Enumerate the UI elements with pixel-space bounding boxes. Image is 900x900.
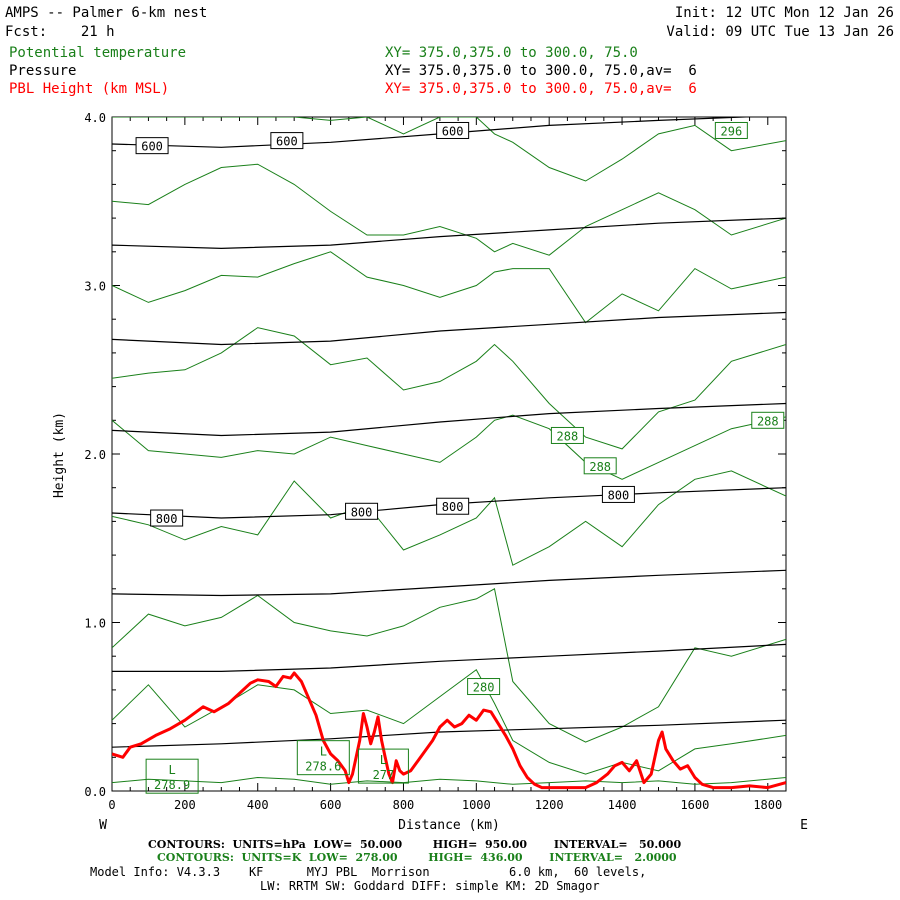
axes: 0 200 400 600 800 1000 1200 1400 1600 1800 0.0 1.0 2… <box>84 111 787 812</box>
pbl-height-series <box>112 671 786 790</box>
xy-pressure: XY= 375.0,375.0 to 300.0, 75.0,av= 6 <box>385 63 697 79</box>
theta-contour-line <box>112 470 786 566</box>
init-time: Init: 12 UTC Mon 12 Jan 26 <box>674 5 894 21</box>
pressure-contour-label: 800 <box>608 488 630 502</box>
pressure-contour-line <box>112 217 786 250</box>
pressure-contour-label: 600 <box>276 135 298 149</box>
x-tick-label: 1200 <box>535 798 564 812</box>
pbl-height-line <box>112 671 786 790</box>
x-tick-label: 600 <box>320 798 342 812</box>
west-label: W <box>99 818 107 833</box>
y-tick-label: 3.0 <box>84 280 106 294</box>
xy-theta: XY= 375.0,375.0 to 300.0, 75.0 <box>385 45 638 61</box>
theta-contour-label-box <box>714 121 748 139</box>
x-tick-label: 1800 <box>753 798 782 812</box>
pressure-contour-label-box <box>436 497 470 515</box>
theta-contour-label-box <box>583 457 617 475</box>
x-tick-label: 400 <box>247 798 269 812</box>
theta-contour-line <box>112 588 786 743</box>
east-label: E <box>800 818 808 833</box>
x-tick-label: 1000 <box>462 798 491 812</box>
forecast-hour: Fcst: 21 h <box>5 24 115 40</box>
y-tick-label: 4.0 <box>84 111 106 125</box>
theta-contour-line <box>112 117 786 182</box>
theta-contour-line <box>112 414 786 480</box>
footer-physics: LW: RRTM SW: Goddard DIFF: simple KM: 2D… <box>260 879 600 893</box>
low-marker-box <box>145 758 199 794</box>
field-theta-label: Potential temperature <box>9 45 187 61</box>
pressure-contours <box>112 117 786 748</box>
pressure-contour-line <box>112 643 786 672</box>
theta-contour-label-box <box>550 426 584 444</box>
pressure-contour-line <box>112 719 786 748</box>
x-tick-label: 1400 <box>608 798 637 812</box>
theta-contour-label-box <box>467 678 501 696</box>
footer-theta-contours: CONTOURS: UNITS=K LOW= 278.00 HIGH= 436.… <box>157 851 677 864</box>
theta-contour-label: 288 <box>557 429 579 443</box>
y-tick-label: 0.0 <box>84 785 106 799</box>
footer-model-info: Model Info: V4.3.3 KF MYJ PBL Morrison 6… <box>90 865 647 879</box>
theta-contour-line <box>112 776 786 785</box>
pressure-contour-label: 800 <box>156 512 178 526</box>
pressure-contour-line <box>112 311 786 346</box>
x-tick-label: 800 <box>393 798 415 812</box>
theta-contour-line <box>112 327 786 450</box>
low-marker-letter: L <box>168 763 175 777</box>
pressure-contour-label-box <box>270 132 304 150</box>
x-tick-label: 1600 <box>680 798 709 812</box>
pressure-contour-label: 800 <box>442 500 464 514</box>
low-marker-box <box>357 748 409 784</box>
x-tick-label: 0 <box>108 798 115 812</box>
theta-contour-line <box>112 251 786 324</box>
pressure-contour-label-box <box>150 509 184 527</box>
low-marker-value: 278.9 <box>154 778 190 792</box>
y-tick-label: 2.0 <box>84 448 106 462</box>
x-axis-label: Distance (km) <box>398 818 500 833</box>
theta-contour-label: 288 <box>589 460 611 474</box>
pressure-contour-label-box <box>345 502 379 520</box>
theta-contours <box>112 117 786 785</box>
theta-contour-label: 288 <box>757 414 779 428</box>
theta-contour-line <box>112 163 786 256</box>
theta-contour-label-box <box>751 411 785 429</box>
low-marker-letter: L <box>320 745 327 759</box>
pressure-contour-label-box <box>601 485 635 503</box>
pressure-contour-line <box>112 569 786 597</box>
low-marker-letter: L <box>380 753 387 767</box>
x-tick-label: 200 <box>174 798 196 812</box>
low-marker-value: 277 <box>373 768 395 782</box>
theta-contour-label: 296 <box>721 124 743 138</box>
pressure-contour-line <box>112 402 786 437</box>
footer-pressure-contours: CONTOURS: UNITS=hPa LOW= 50.000 HIGH= 95… <box>148 838 682 851</box>
low-marker-value: 278.6 <box>305 760 341 774</box>
pressure-contour-label-box <box>436 121 470 139</box>
pressure-contour-label: 600 <box>141 140 163 154</box>
pressure-contour-label: 600 <box>442 124 464 138</box>
field-pressure-label: Pressure <box>9 63 77 79</box>
chart-title: AMPS -- Palmer 6-km nest <box>5 5 208 21</box>
y-axis-label: Height (km) <box>52 412 67 498</box>
xy-pbl: XY= 375.0,375.0 to 300.0, 75.0,av= 6 <box>385 81 697 97</box>
pressure-contour-label: 800 <box>351 505 373 519</box>
valid-time: Valid: 09 UTC Tue 13 Jan 26 <box>666 24 894 40</box>
pressure-contour-label-box <box>135 137 169 155</box>
y-tick-label: 1.0 <box>84 617 106 631</box>
theta-contour-label: 280 <box>473 681 495 695</box>
low-marker-box <box>296 740 350 776</box>
field-pbl-label: PBL Height (km MSL) <box>9 81 170 97</box>
